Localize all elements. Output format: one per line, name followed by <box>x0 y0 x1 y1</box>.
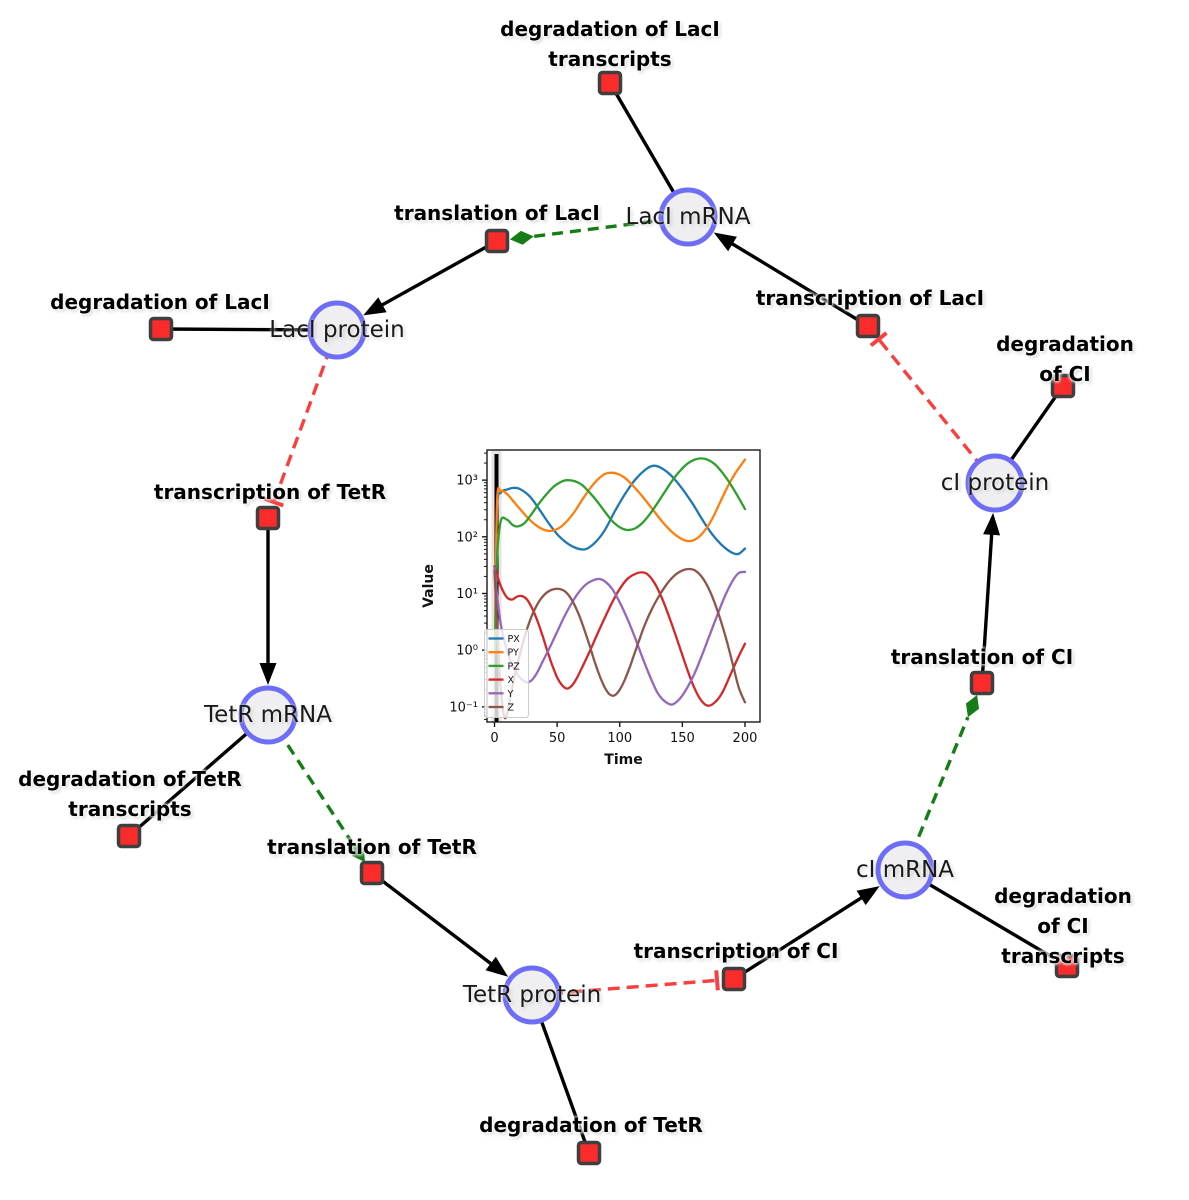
series-line-X <box>493 565 747 707</box>
y-axis-tick-label: 10¹ <box>456 587 478 602</box>
arrowhead-icon <box>713 232 737 252</box>
reaction-node-deg_ci_tx[interactable] <box>1054 953 1080 979</box>
x-axis-tick-label: 50 <box>549 731 566 746</box>
reaction-node-deg_ci[interactable] <box>1050 373 1076 399</box>
y-axis-tick-label: 10⁰ <box>456 644 478 659</box>
reaction-node-deg_laci_tx[interactable] <box>597 70 623 96</box>
edge-production-transl_tetr-tetr_protein <box>370 871 509 977</box>
reaction-node-transl_laci[interactable] <box>484 228 510 254</box>
series-line-PY <box>493 458 747 642</box>
species-node-tetr_mrna[interactable] <box>238 685 298 745</box>
inhibition-bar-icon <box>869 331 888 348</box>
arrowhead-icon <box>856 886 880 906</box>
edge-inhibition-ci_protein-tx_laci <box>869 331 997 485</box>
diamond-arrowhead-icon <box>509 230 534 245</box>
x-axis-tick-label: 0 <box>490 731 498 746</box>
legend-label-PX: PX <box>508 634 521 645</box>
edge-production-transl_laci-laci_protein <box>363 239 498 316</box>
arrowhead-icon <box>363 297 387 316</box>
y-axis-title: Value <box>421 564 437 608</box>
reaction-node-deg_tetr[interactable] <box>576 1140 602 1166</box>
arrowhead-icon <box>485 956 509 977</box>
x-axis-tick-label: 200 <box>733 731 758 746</box>
y-axis-tick-label: 10⁻¹ <box>449 700 478 715</box>
legend: PX PY PZ XYZ <box>484 629 529 718</box>
species-node-tetr_protein[interactable] <box>502 965 562 1025</box>
species-node-laci_mrna[interactable] <box>658 187 718 247</box>
reaction-node-tx_laci[interactable] <box>855 313 881 339</box>
species-node-laci_protein[interactable] <box>307 300 367 360</box>
x-axis-tick-label: 150 <box>670 731 695 746</box>
species-node-ci_mrna[interactable] <box>875 840 935 900</box>
edge-consumption-ci_mrna-deg_ci_tx <box>904 868 1068 968</box>
edge-production-tx_tetr-tetr_mrna <box>259 518 277 685</box>
legend-label-X: X <box>508 675 515 686</box>
reaction-node-tx_tetr[interactable] <box>255 505 281 531</box>
legend-label-Y: Y <box>507 689 514 700</box>
reaction-node-deg_tetr_tx[interactable] <box>116 823 142 849</box>
diamond-arrowhead-icon <box>966 695 979 718</box>
species-node-ci_protein[interactable] <box>965 453 1025 513</box>
series-line-PZ <box>493 457 747 652</box>
edge-inhibition-laci_protein-tx_tetr <box>263 329 339 508</box>
edge-inhibition-tetr_protein-tx_ci <box>531 970 720 997</box>
reaction-node-deg_laci[interactable] <box>148 316 174 342</box>
arrowhead-icon <box>259 663 277 685</box>
edge-consumption-tetr_mrna-deg_tetr_tx <box>127 713 270 838</box>
legend-label-PY: PY <box>508 648 520 659</box>
inhibition-bar-icon <box>263 496 284 508</box>
y-axis-tick-label: 10² <box>456 530 478 545</box>
edge-production-tx_ci-ci_mrna <box>733 886 880 981</box>
legend-label-Z: Z <box>508 703 515 714</box>
y-axis-tick-label: 10³ <box>456 474 478 489</box>
diamond-arrowhead-icon <box>351 842 365 863</box>
arrowhead-icon <box>983 512 1001 536</box>
series-line-PX <box>493 464 747 642</box>
legend-label-PZ: PZ <box>508 661 521 672</box>
edge-production-transl_ci-ci_protein <box>980 512 1001 684</box>
edge-production-tx_laci-laci_mrna <box>713 232 869 328</box>
reaction-node-transl_ci[interactable] <box>969 670 995 696</box>
axes-frame <box>486 449 761 723</box>
x-axis-tick-label: 100 <box>607 731 632 746</box>
reaction-node-tx_ci[interactable] <box>721 966 747 992</box>
x-axis-title: Time <box>604 752 642 768</box>
reaction-node-transl_tetr[interactable] <box>359 860 385 886</box>
inhibition-bar-icon <box>714 970 720 991</box>
